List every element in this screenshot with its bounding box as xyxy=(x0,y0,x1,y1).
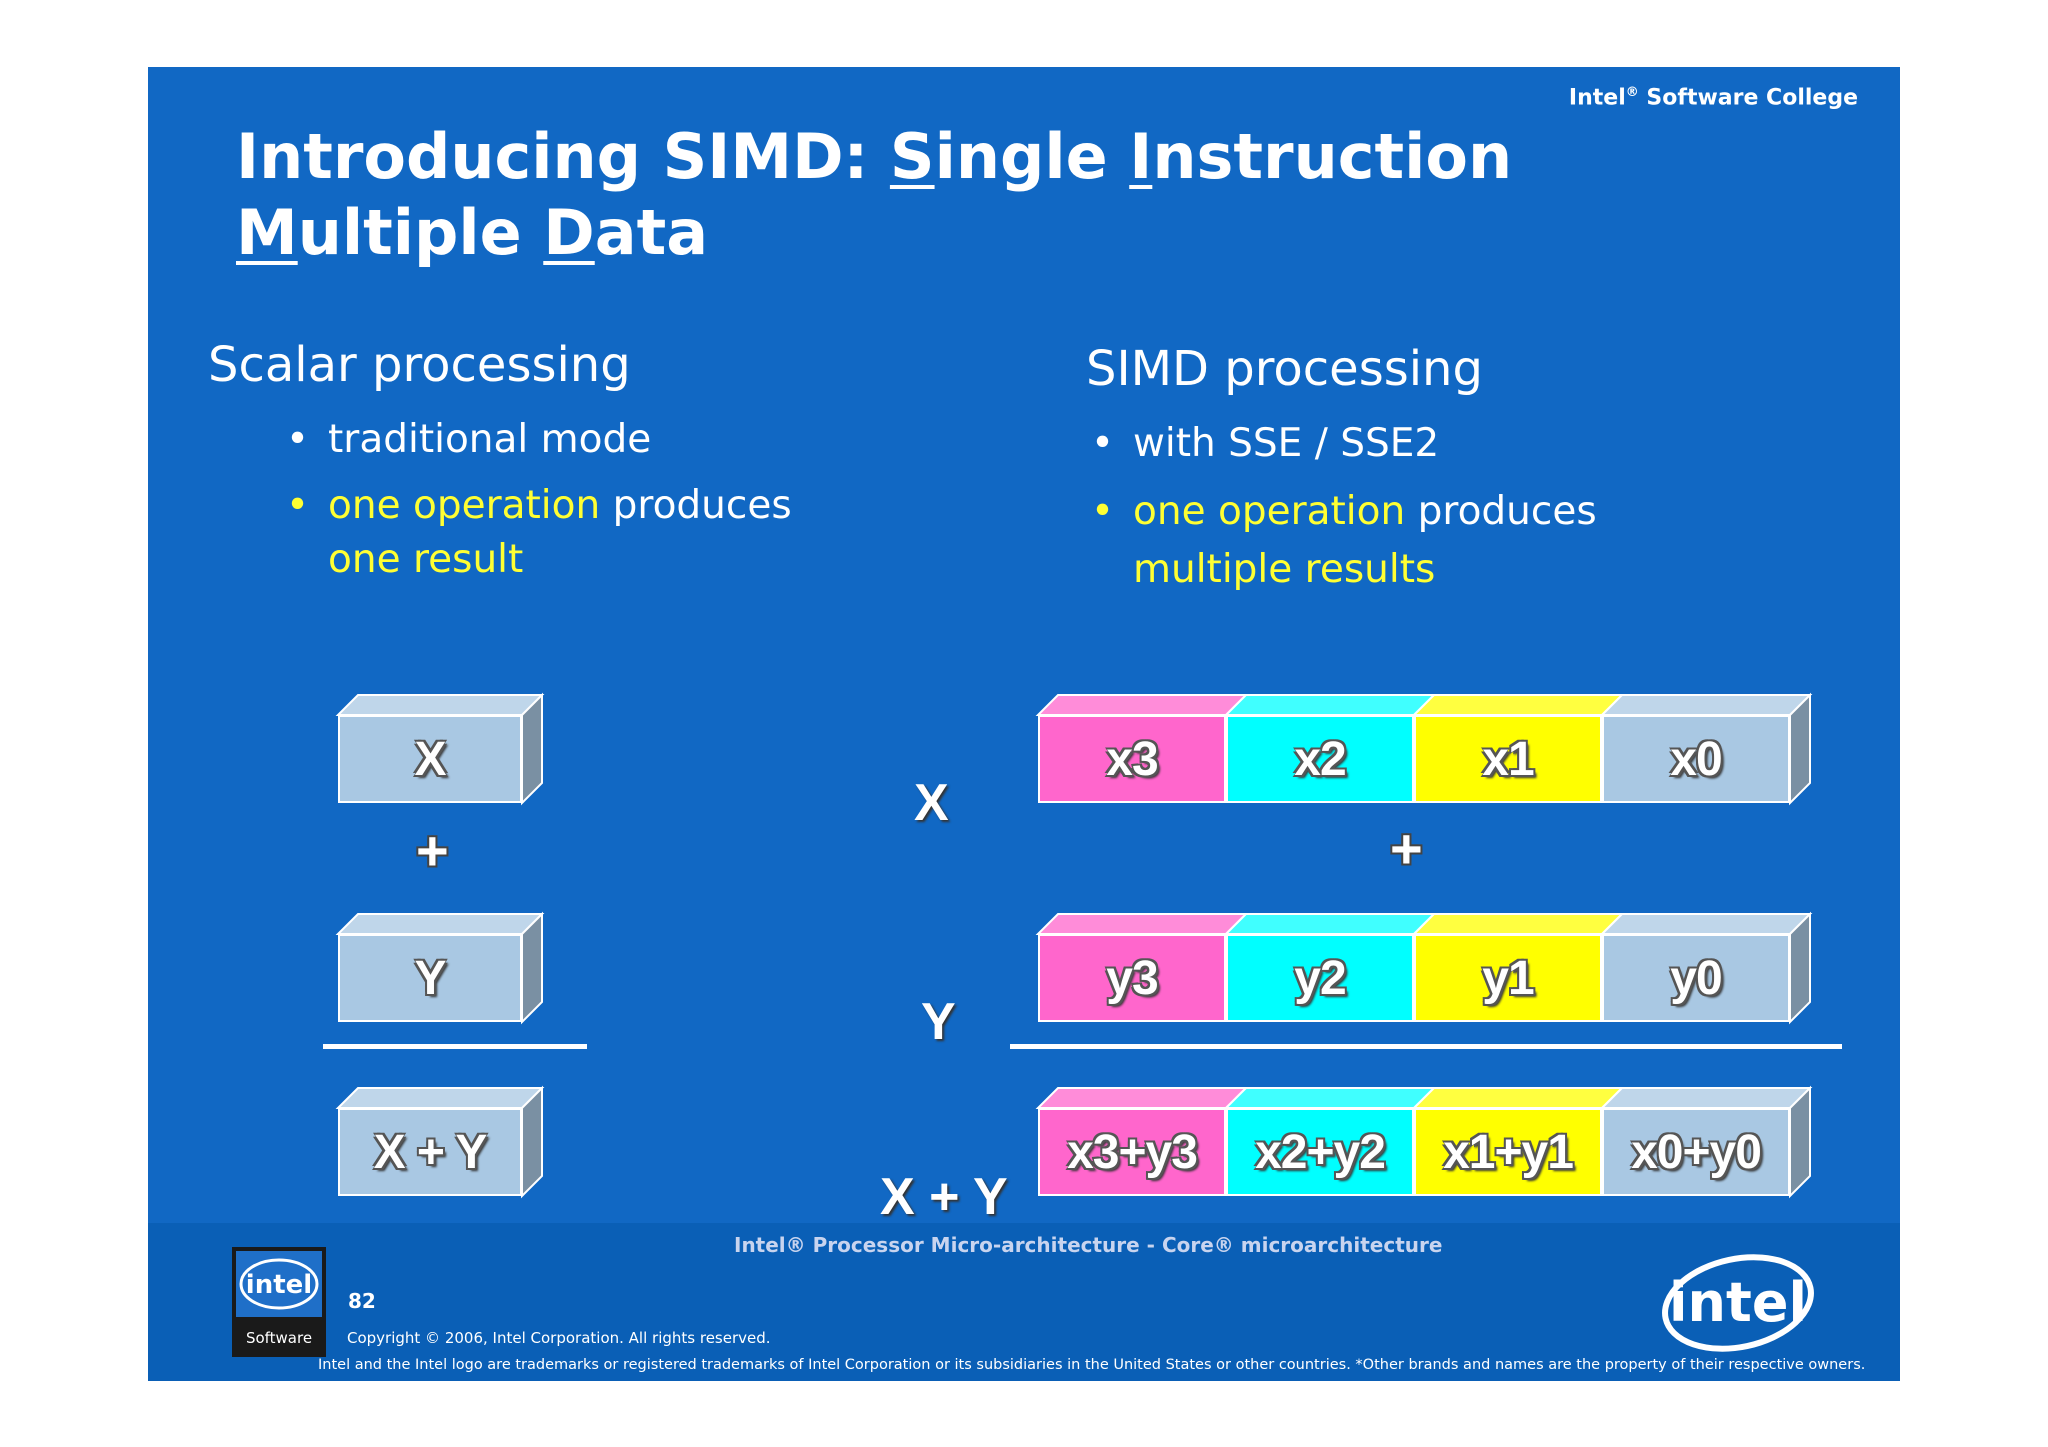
intel-logo: intel xyxy=(1658,1247,1818,1357)
footer-title: Intel® Processor Micro-architecture - Co… xyxy=(734,1233,1443,1257)
simd-plus-sign: + xyxy=(1390,817,1423,880)
row-label-y: Y xyxy=(921,993,956,1051)
svg-text:Software: Software xyxy=(246,1329,312,1347)
copyright: Copyright © 2006, Intel Corporation. All… xyxy=(347,1329,771,1347)
footer-band xyxy=(148,1223,1900,1381)
simd-y-lane-1-label: y2 xyxy=(1226,934,1414,1022)
simd-bullet-1: • with SSE / SSE2 xyxy=(1091,417,1439,471)
bullet-dot: • xyxy=(286,417,310,462)
simd-x-lane-1-label: x2 xyxy=(1226,715,1414,803)
simd-sum-lane-0: x3+y3 xyxy=(1035,1087,1249,1196)
bullet-dot: • xyxy=(1091,489,1115,534)
simd-y-lane-1: y2 xyxy=(1223,913,1437,1022)
simd-bullet-2: • one operation produces multiple result… xyxy=(1091,483,1597,599)
simd-sum-lane-2-label: x1+y1 xyxy=(1414,1108,1602,1196)
scalar-x-box: X xyxy=(335,692,545,806)
simd-sum-lane-0-label: x3+y3 xyxy=(1038,1108,1226,1196)
scalar-x-box-label: X xyxy=(338,715,522,803)
row-label-sum: X + Y xyxy=(880,1168,1008,1226)
scalar-bullet-2: • one operation produces one result xyxy=(286,479,792,587)
simd-y-lane-2-label: y1 xyxy=(1414,934,1602,1022)
row-label-x: X xyxy=(914,774,949,832)
simd-heading: SIMD processing xyxy=(1086,341,1483,397)
bullet-dot: • xyxy=(286,483,310,528)
simd-y-lane-2: y1 xyxy=(1411,913,1625,1022)
simd-x-lane-2: x1 xyxy=(1411,694,1625,803)
scalar-bullet-1: • traditional mode xyxy=(286,413,651,467)
scalar-plus-sign: + xyxy=(416,819,449,882)
simd-y-lane-0-label: y3 xyxy=(1038,934,1226,1022)
simd-sum-lane-1-label: x2+y2 xyxy=(1226,1108,1414,1196)
intel-software-logo: intel Software xyxy=(232,1247,326,1357)
simd-x-lane-2-label: x1 xyxy=(1414,715,1602,803)
simd-sum-lane-3-label: x0+y0 xyxy=(1602,1108,1790,1196)
slide-title: Introducing SIMD: Single Instruction Mul… xyxy=(236,120,1513,269)
trademark-notice: Intel and the Intel logo are trademarks … xyxy=(318,1357,1866,1373)
svg-text:intel: intel xyxy=(246,1270,312,1300)
simd-x-lane-0-label: x3 xyxy=(1038,715,1226,803)
simd-sum-lane-2: x1+y1 xyxy=(1411,1087,1625,1196)
simd-x-lane-1: x2 xyxy=(1223,694,1437,803)
simd-y-lane-3-label: y0 xyxy=(1602,934,1790,1022)
scalar-sum-box: X + Y xyxy=(335,1085,545,1199)
simd-y-lane-3: y0 xyxy=(1599,911,1813,1025)
college-label: Intel® Software College xyxy=(1568,85,1858,111)
scalar-sum-box-label: X + Y xyxy=(338,1108,522,1196)
scalar-y-box-label: Y xyxy=(338,934,522,1022)
bullet-dot: • xyxy=(1091,421,1115,466)
slide: Intel® Software College Introducing SIMD… xyxy=(148,67,1900,1381)
simd-x-lane-0: x3 xyxy=(1035,694,1249,803)
simd-sum-lane-3: x0+y0 xyxy=(1599,1085,1813,1199)
simd-sum-rule xyxy=(1010,1044,1842,1049)
scalar-y-box: Y xyxy=(335,911,545,1025)
simd-sum-lane-1: x2+y2 xyxy=(1223,1087,1437,1196)
simd-x-lane-3: x0 xyxy=(1599,692,1813,806)
scalar-heading: Scalar processing xyxy=(208,337,631,393)
simd-y-lane-0: y3 xyxy=(1035,913,1249,1022)
scalar-sum-rule xyxy=(323,1044,587,1049)
page-number: 82 xyxy=(348,1289,376,1313)
simd-x-lane-3-label: x0 xyxy=(1602,715,1790,803)
svg-text:intel: intel xyxy=(1669,1271,1807,1334)
